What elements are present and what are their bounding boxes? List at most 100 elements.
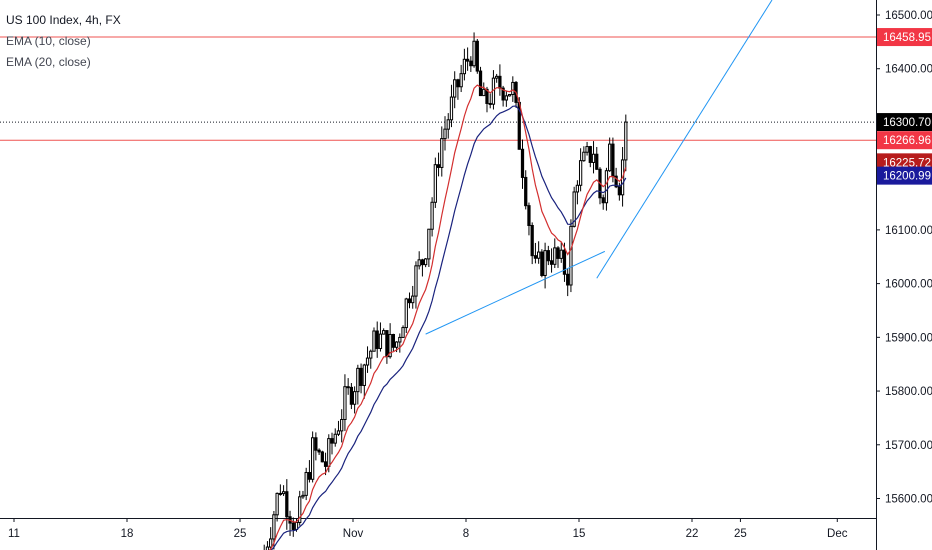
candle-body <box>611 143 615 177</box>
candle-body <box>356 367 360 393</box>
candle-body <box>566 273 570 286</box>
candle-body <box>398 336 402 343</box>
candle-body <box>349 386 354 405</box>
candle-body <box>291 522 295 530</box>
candle-body <box>559 249 563 259</box>
candle-body <box>475 40 479 72</box>
last-price-tag-bg <box>877 113 932 132</box>
ema10-legend[interactable]: EMA (10, close) <box>6 34 91 48</box>
candle-body <box>278 492 282 495</box>
candle-body <box>388 333 392 358</box>
x-tick-label: 25 <box>734 528 747 540</box>
candle-body <box>333 433 337 444</box>
candle-body <box>382 330 386 335</box>
candle-body <box>269 538 273 548</box>
candle-body <box>595 153 599 170</box>
support-price-tag-bg <box>877 131 932 150</box>
support-price-tag: 16266.96 <box>883 135 931 147</box>
candle-body <box>330 438 334 444</box>
candle-body <box>498 75 502 89</box>
candle-body <box>485 88 489 104</box>
candle-body <box>365 357 370 366</box>
candle-body <box>407 298 412 304</box>
candle-body <box>585 146 589 153</box>
candle-body <box>417 259 421 267</box>
trendline-2[interactable] <box>596 0 773 279</box>
y-tick-label: 16100.00 <box>885 225 932 237</box>
candle-body <box>546 250 550 262</box>
candle-body <box>446 119 450 130</box>
x-tick-label: Dec <box>827 528 848 540</box>
candle-body <box>372 330 376 352</box>
candle-body <box>569 225 573 286</box>
candle-body <box>430 201 434 230</box>
candle-body <box>369 350 373 359</box>
candle-body <box>427 228 431 260</box>
candle-body <box>317 449 321 453</box>
candle-body <box>420 259 425 266</box>
candle-body <box>456 79 460 88</box>
candle-body <box>562 249 567 275</box>
candle-body <box>314 437 318 451</box>
candle-body <box>614 175 618 188</box>
resistance-price-tag-bg <box>877 28 932 47</box>
candle-body <box>301 494 305 498</box>
candle-body <box>272 514 276 540</box>
x-tick-label: 8 <box>463 528 469 540</box>
candle-body <box>465 58 470 62</box>
candle-body <box>556 247 560 259</box>
candle-body <box>304 472 308 496</box>
candles-group <box>263 32 628 550</box>
candle-body <box>533 255 538 259</box>
y-tick-label: 15800.00 <box>885 386 932 398</box>
ema20-line[interactable] <box>264 105 627 550</box>
y-tick-label: 15700.00 <box>885 440 932 452</box>
candle-body <box>391 333 395 348</box>
last-price-tag: 16300.70 <box>883 117 931 129</box>
candle-body <box>459 73 463 88</box>
candle-body <box>385 330 389 358</box>
ema10-price-tag: 16225.72 <box>883 157 931 169</box>
ema10-line[interactable] <box>264 84 627 550</box>
candle-body <box>307 472 312 480</box>
candle-body <box>462 58 467 75</box>
candle-body <box>588 146 592 163</box>
symbol-title[interactable]: US 100 Index, 4h, FX <box>6 13 121 27</box>
candle-body <box>504 95 508 101</box>
candle-body <box>543 250 547 276</box>
candle-body <box>414 265 418 297</box>
candle-body <box>401 327 405 338</box>
candle-body <box>572 191 576 227</box>
candle-body <box>511 81 515 95</box>
candle-body <box>604 170 609 204</box>
x-tick-label: Nov <box>343 528 364 540</box>
y-tick-label: 15900.00 <box>885 332 932 344</box>
candle-body <box>488 102 492 105</box>
x-tick-label: 22 <box>686 528 699 540</box>
candle-body <box>436 164 441 168</box>
y-tick-label: 16400.00 <box>885 64 932 76</box>
candle-body <box>540 251 544 276</box>
x-tick-label: 25 <box>234 528 247 540</box>
candle-body <box>591 153 596 163</box>
candle-body <box>472 40 476 67</box>
candle-body <box>320 451 324 463</box>
ema20-price-tag: 16200.99 <box>883 171 931 183</box>
candle-body <box>520 148 525 178</box>
candle-body <box>404 298 408 329</box>
trendline-1[interactable] <box>425 250 606 335</box>
candle-body <box>624 121 628 161</box>
candle-body <box>549 260 554 265</box>
candle-body <box>453 79 457 98</box>
candle-body <box>443 128 447 140</box>
candle-body <box>524 176 528 207</box>
ema20-legend[interactable]: EMA (20, close) <box>6 55 91 69</box>
candle-body <box>495 75 499 79</box>
candle-body <box>281 491 286 495</box>
candle-body <box>537 251 541 259</box>
candle-body <box>601 197 605 204</box>
candle-body <box>311 437 315 480</box>
candle-body <box>375 330 379 349</box>
